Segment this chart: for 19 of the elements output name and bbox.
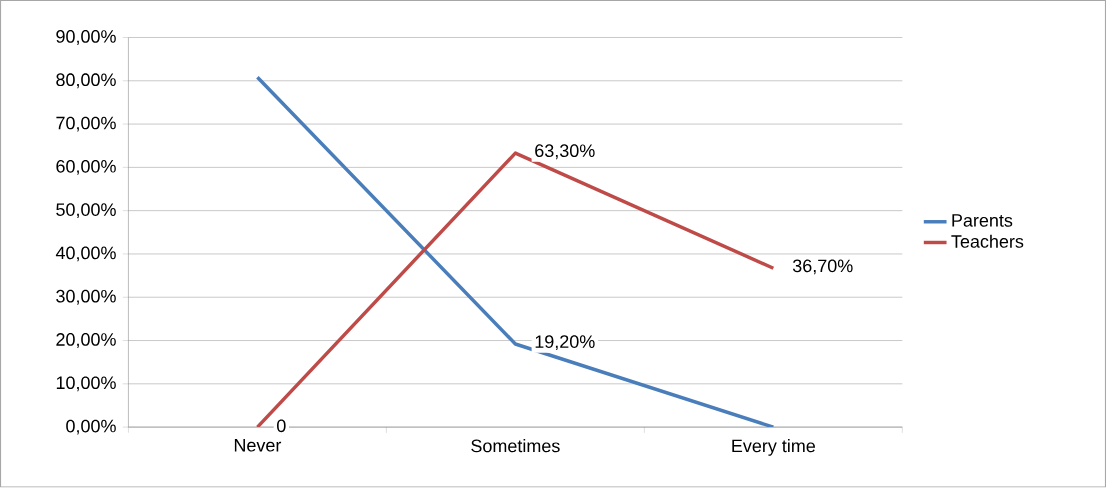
legend-label: Teachers	[951, 234, 1024, 249]
y-tick-label: 80,00%	[56, 73, 116, 89]
y-tick-label: 10,00%	[56, 376, 116, 392]
y-tick-label: 90,00%	[56, 30, 116, 46]
data-label: 0	[277, 419, 286, 433]
legend-label: Parents	[952, 214, 1013, 227]
data-label: 36,70%	[792, 259, 853, 275]
x-tick-label: Never	[234, 439, 282, 452]
y-tick-label: 70,00%	[56, 116, 116, 132]
data-label: 63,30%	[535, 144, 595, 160]
y-tick-label: 0,00%	[66, 419, 116, 435]
x-tick-label: Sometimes	[471, 439, 560, 453]
y-tick-label: 50,00%	[56, 203, 116, 219]
y-tick-label: 60,00%	[56, 160, 116, 175]
y-tick-label: 20,00%	[56, 333, 116, 349]
y-tick-label: 30,00%	[56, 290, 116, 305]
data-label: 19,20%	[535, 335, 595, 351]
x-tick-label: Every time	[732, 439, 815, 457]
y-tick-label: 40,00%	[55, 246, 116, 262]
